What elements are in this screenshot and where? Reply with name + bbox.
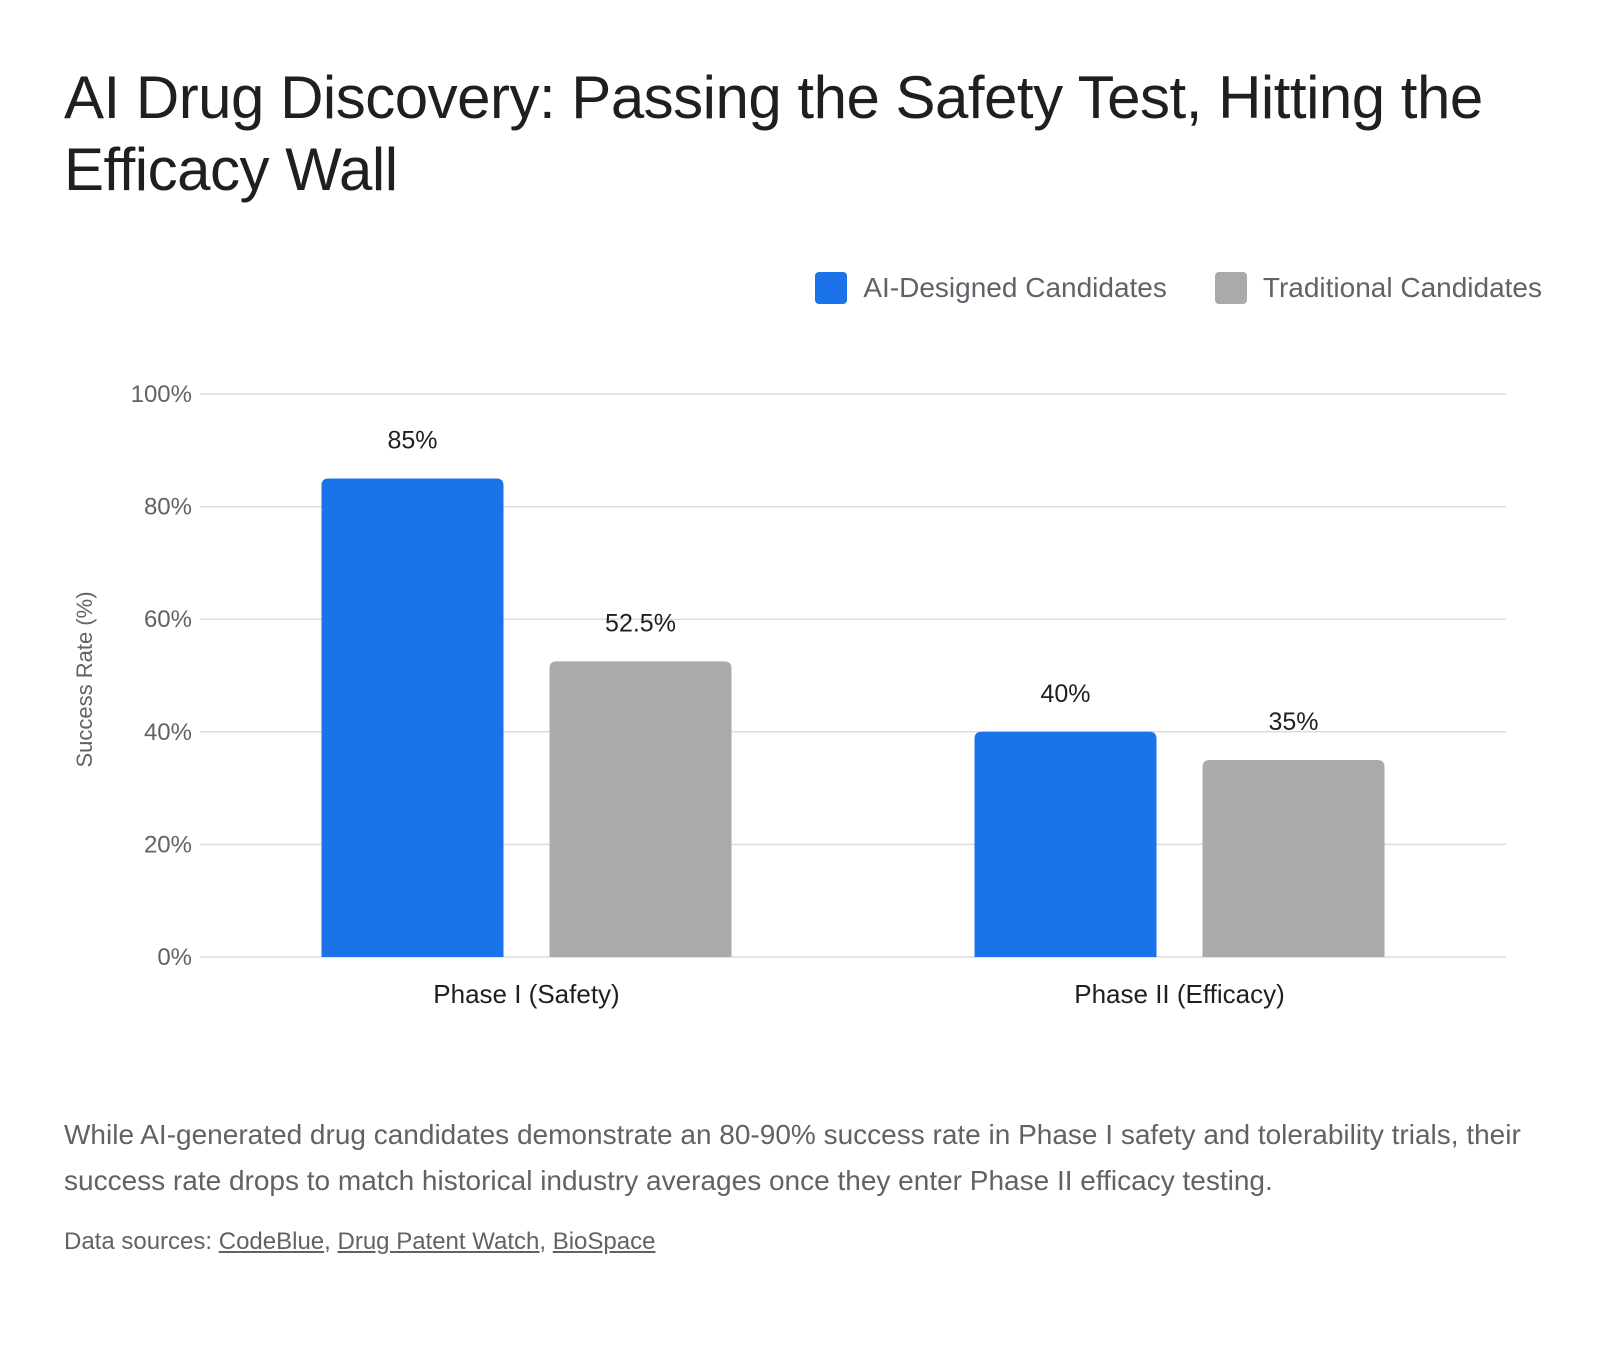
data-label: 40%	[1040, 680, 1090, 708]
y-tick-label: 60%	[144, 606, 192, 633]
bar-traditional	[549, 661, 732, 957]
data-label: 35%	[1268, 708, 1318, 736]
sources-separator: ,	[324, 1228, 338, 1255]
bar-chart: 0% 20% 40% 60% 80% 100% Success Rate (%) 85% 52.…	[0, 360, 1600, 1040]
bar-ai	[974, 731, 1157, 957]
sources-separator: ,	[539, 1228, 553, 1255]
y-tick-label: 0%	[157, 944, 192, 971]
legend-swatch-traditional	[1214, 272, 1247, 304]
source-link-biospace[interactable]: BioSpace	[552, 1228, 656, 1255]
data-label: 85%	[387, 426, 437, 454]
source-link-codeblue[interactable]: CodeBlue	[218, 1228, 325, 1255]
bar-traditional	[1202, 759, 1385, 957]
data-label: 52.5%	[605, 609, 676, 637]
chart-caption: While AI-generated drug candidates demon…	[64, 1119, 1521, 1196]
x-category-label: Phase II (Efficacy)	[1074, 979, 1285, 1009]
y-axis-title: Success Rate (%)	[72, 591, 97, 767]
sources-prefix: Data sources:	[64, 1228, 219, 1255]
chart-title: AI Drug Discovery: Passing the Safety Te…	[64, 64, 1483, 203]
y-tick-label: 100%	[131, 381, 192, 408]
bar-ai	[321, 478, 504, 957]
legend-swatch-ai	[815, 272, 848, 304]
y-tick-label: 40%	[144, 719, 192, 746]
legend-label-ai: AI-Designed Candidates	[863, 272, 1167, 303]
data-sources: Data sources: CodeBlue, Drug Patent Watc…	[64, 1228, 655, 1256]
x-category-label: Phase I (Safety)	[433, 979, 619, 1009]
legend-item-ai: AI-Designed Candidates	[815, 272, 1167, 304]
y-tick-label: 20%	[144, 831, 192, 858]
legend-label-traditional: Traditional Candidates	[1262, 272, 1542, 303]
legend-item-traditional: Traditional Candidates	[1214, 272, 1542, 304]
source-link-drug-patent-watch[interactable]: Drug Patent Watch	[337, 1228, 540, 1255]
bar-chart-svg: 0% 20% 40% 60% 80% 100% Success Rate (%) 85% 52.…	[72, 381, 1506, 1009]
chart-legend: AI-Designed Candidates Traditional Candi…	[815, 272, 1542, 304]
y-tick-label: 80%	[144, 494, 192, 521]
